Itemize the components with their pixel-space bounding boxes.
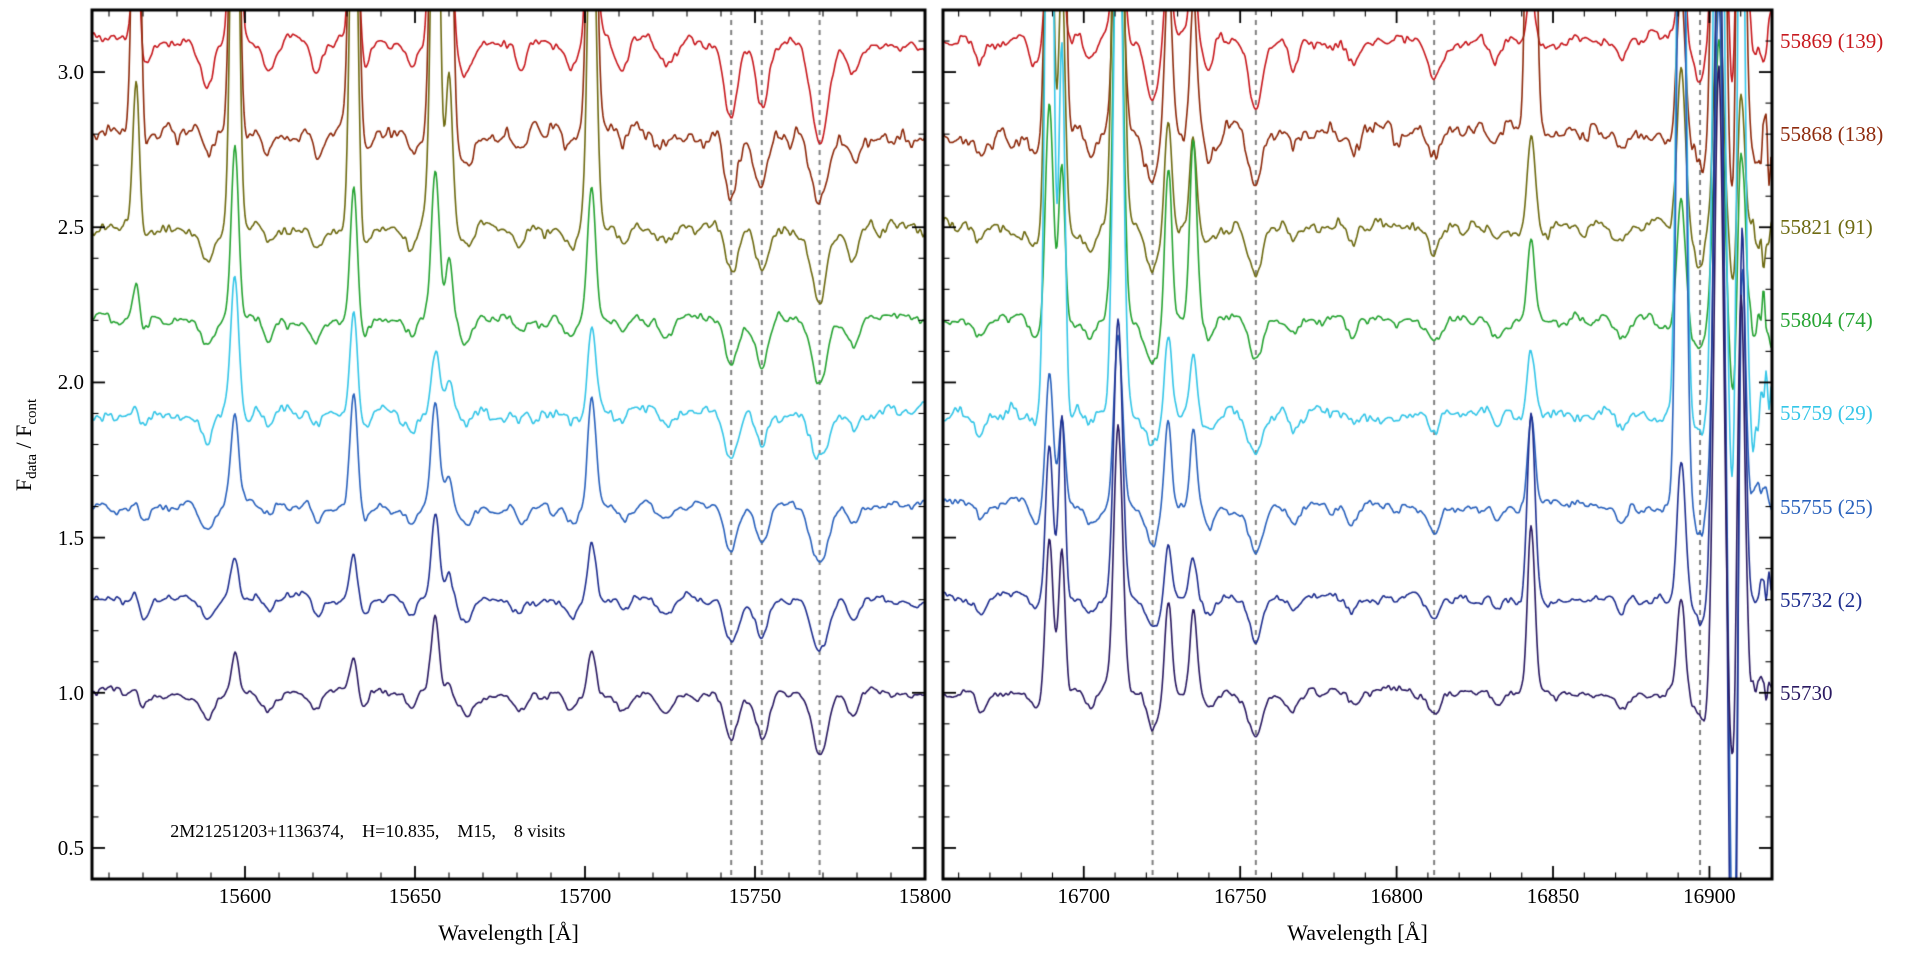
y-tick-label: 3.0 — [57, 60, 84, 85]
series-label: 55869 (139) — [1780, 29, 1884, 54]
series-label: 55821 (91) — [1780, 215, 1873, 240]
y-axis-label: Fdata / Fcont — [11, 399, 41, 491]
y-axis-label-sub-data: data — [24, 453, 41, 479]
series-label: 55755 (25) — [1780, 494, 1873, 519]
y-axis-label-mid: / F — [10, 424, 36, 454]
series-label: 55730 — [1780, 680, 1833, 705]
x-tick-label: 16850 — [1526, 884, 1580, 908]
y-tick-label: 0.5 — [57, 835, 84, 860]
y-axis-label-sub-cont: cont — [24, 398, 41, 425]
x-tick-label: 16900 — [1683, 884, 1736, 908]
y-tick-label: 2.5 — [57, 215, 84, 240]
series-label: 55732 (2) — [1780, 587, 1863, 612]
series-label: 55759 (29) — [1780, 401, 1873, 426]
x-tick-label: 16700 — [1057, 884, 1111, 908]
series-label: 55868 (138) — [1780, 122, 1884, 147]
target-annotation: 2M21251203+1136374, H=10.835, M15, 8 vis… — [170, 821, 566, 842]
x-tick-label: 15600 — [218, 884, 272, 908]
y-tick-label: 2.0 — [57, 370, 84, 395]
x-axis-title: Wavelength [Å] — [438, 920, 579, 945]
x-tick-label: 16800 — [1370, 884, 1423, 908]
x-tick-label: 15650 — [388, 884, 442, 908]
x-axis-title: Wavelength [Å] — [1287, 920, 1428, 945]
x-tick-label: 15800 — [898, 884, 952, 908]
y-tick-label: 1.0 — [57, 680, 84, 705]
x-tick-label: 15750 — [728, 884, 782, 908]
y-tick-label: 1.5 — [57, 525, 84, 550]
x-tick-label: 15700 — [558, 884, 612, 908]
y-axis-label-f: F — [10, 478, 36, 492]
series-label: 55804 (74) — [1780, 308, 1873, 333]
x-tick-label: 16750 — [1213, 884, 1267, 908]
